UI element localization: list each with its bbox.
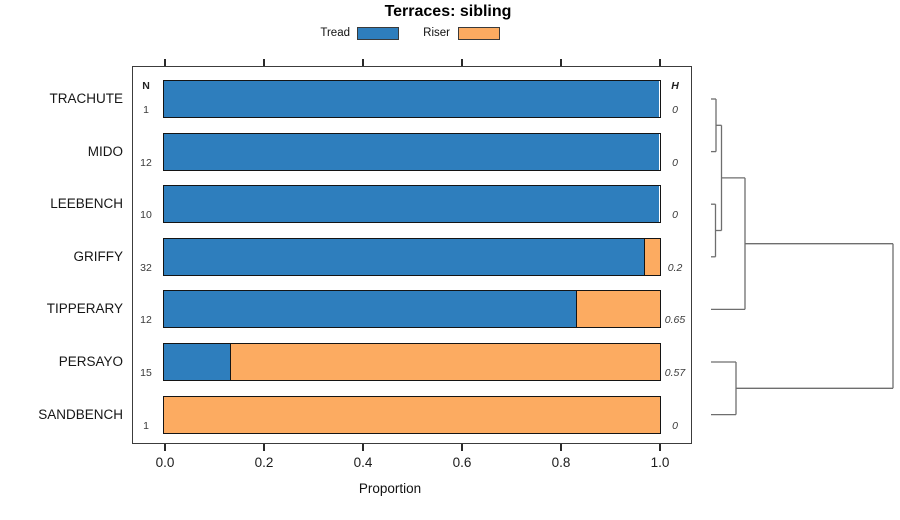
h-value: 0	[672, 419, 678, 432]
stacked-bar	[163, 237, 661, 276]
tread-segment	[164, 291, 577, 328]
stacked-bar	[163, 185, 661, 224]
riser-segment	[229, 344, 660, 380]
x-axis-tick-top	[164, 59, 166, 66]
x-axis-tick-top	[461, 59, 463, 66]
h-column-header: H	[671, 80, 679, 92]
h-value: 0	[672, 104, 678, 116]
chart-title: Terraces: sibling	[384, 3, 512, 20]
x-axis-tick-bottom	[164, 444, 166, 451]
x-axis-tick-bottom	[560, 444, 562, 451]
riser-segment	[576, 291, 660, 328]
n-column-header: N	[142, 80, 150, 92]
n-value: 1	[143, 419, 149, 432]
x-tick-label: 0.8	[551, 455, 571, 470]
riser-segment	[643, 238, 660, 275]
x-axis-title: Proportion	[358, 481, 422, 496]
x-axis-tick-bottom	[263, 444, 265, 451]
stacked-bar	[163, 132, 661, 171]
legend-label-riser: Riser	[423, 27, 450, 39]
stacked-bar	[163, 343, 661, 381]
x-tick-label: 0.4	[353, 455, 373, 470]
x-axis-tick-top	[560, 59, 562, 66]
n-value: 12	[140, 314, 152, 327]
x-axis-tick-bottom	[461, 444, 463, 451]
x-tick-label: 0.0	[155, 455, 175, 470]
stacked-bar	[163, 395, 661, 434]
x-tick-label: 1.0	[650, 455, 670, 470]
legend-swatch-riser	[458, 27, 500, 40]
tread-segment	[164, 186, 659, 223]
x-tick-label: 0.6	[452, 455, 472, 470]
category-label: LEEBENCH	[50, 196, 123, 212]
h-value: 0.57	[664, 367, 686, 379]
category-label: PERSAYO	[58, 354, 123, 369]
n-value: 15	[140, 367, 152, 379]
x-axis-tick-top	[362, 59, 364, 66]
tread-segment	[164, 133, 659, 170]
h-value: 0.2	[667, 261, 683, 274]
h-value: 0.65	[664, 314, 686, 327]
n-value: 32	[140, 261, 152, 274]
x-axis-tick-bottom	[659, 444, 661, 451]
tread-segment	[164, 238, 644, 275]
category-label: MIDO	[87, 143, 123, 159]
category-label: TRACHUTE	[49, 91, 124, 106]
n-value: 12	[140, 156, 152, 169]
category-label: GRIFFY	[73, 248, 124, 264]
tread-segment	[164, 81, 659, 117]
h-value: 0	[672, 156, 678, 169]
x-axis-tick-top	[659, 59, 661, 66]
stacked-bar	[163, 80, 661, 118]
category-label: SANDBENCH	[38, 406, 123, 422]
stacked-bar	[163, 290, 661, 329]
x-axis-tick-top	[263, 59, 265, 66]
legend-label-tread: Tread	[320, 27, 350, 39]
tread-segment	[164, 344, 230, 380]
n-value: 1	[143, 104, 149, 116]
plot-area-frame	[132, 66, 692, 444]
riser-segment	[164, 396, 660, 433]
x-axis-tick-bottom	[362, 444, 364, 451]
n-value: 10	[140, 209, 152, 222]
category-label: TIPPERARY	[46, 301, 123, 317]
x-tick-label: 0.2	[254, 455, 274, 470]
h-value: 0	[672, 209, 678, 222]
legend-swatch-tread	[357, 27, 399, 40]
